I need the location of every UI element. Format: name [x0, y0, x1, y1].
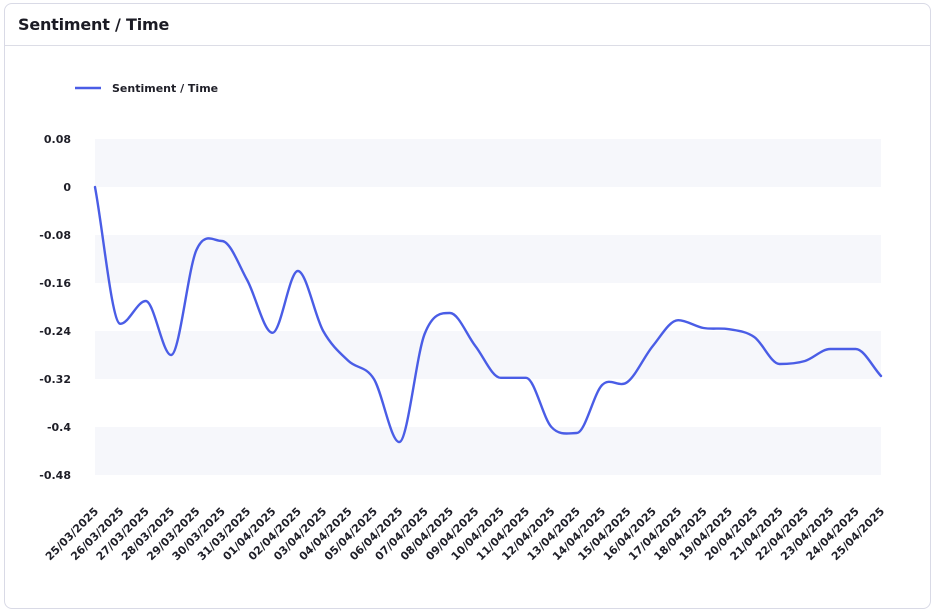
- x-axis-ticks: 25/03/202526/03/202527/03/202528/03/2025…: [43, 505, 887, 563]
- legend[interactable]: Sentiment / Time: [75, 82, 218, 95]
- series-line[interactable]: [93, 185, 883, 444]
- y-tick-label: -0.32: [39, 373, 71, 386]
- grid-band: [95, 331, 881, 379]
- y-tick-label: -0.4: [47, 421, 71, 434]
- y-tick-label: 0: [63, 181, 71, 194]
- y-tick-label: 0.08: [44, 133, 71, 146]
- y-axis-ticks: 0.08 0 -0.08 -0.16 -0.24 -0.32 -0.4 -0.48: [39, 133, 71, 482]
- card-title: Sentiment / Time: [18, 15, 170, 34]
- chart-card: Sentiment / Time: [4, 3, 931, 609]
- grid-bands: [95, 139, 881, 475]
- grid-band: [95, 139, 881, 187]
- legend-label: Sentiment / Time: [112, 82, 218, 95]
- grid-band: [95, 427, 881, 475]
- y-tick-label: -0.16: [39, 277, 71, 290]
- card-header: Sentiment / Time: [5, 4, 930, 46]
- y-tick-label: -0.08: [39, 229, 71, 242]
- y-tick-label: -0.24: [39, 325, 71, 338]
- grid-band: [95, 235, 881, 283]
- y-tick-label: -0.48: [39, 469, 71, 482]
